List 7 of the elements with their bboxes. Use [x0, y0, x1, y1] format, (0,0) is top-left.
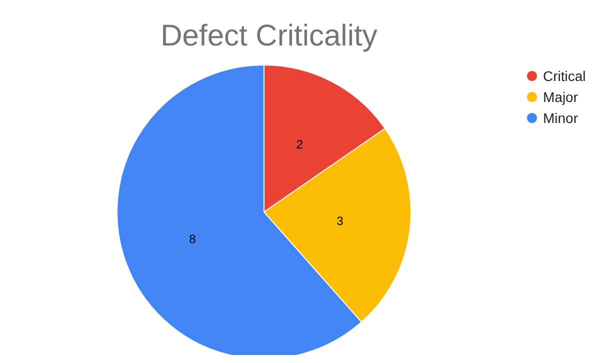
legend-label: Critical — [543, 68, 586, 84]
legend-label: Minor — [543, 110, 578, 126]
legend-label: Major — [543, 89, 578, 105]
chart-title: Defect Criticality — [160, 20, 378, 52]
data-label: 3 — [336, 214, 344, 228]
data-label: 2 — [296, 137, 304, 152]
data-label: 8 — [189, 232, 196, 246]
